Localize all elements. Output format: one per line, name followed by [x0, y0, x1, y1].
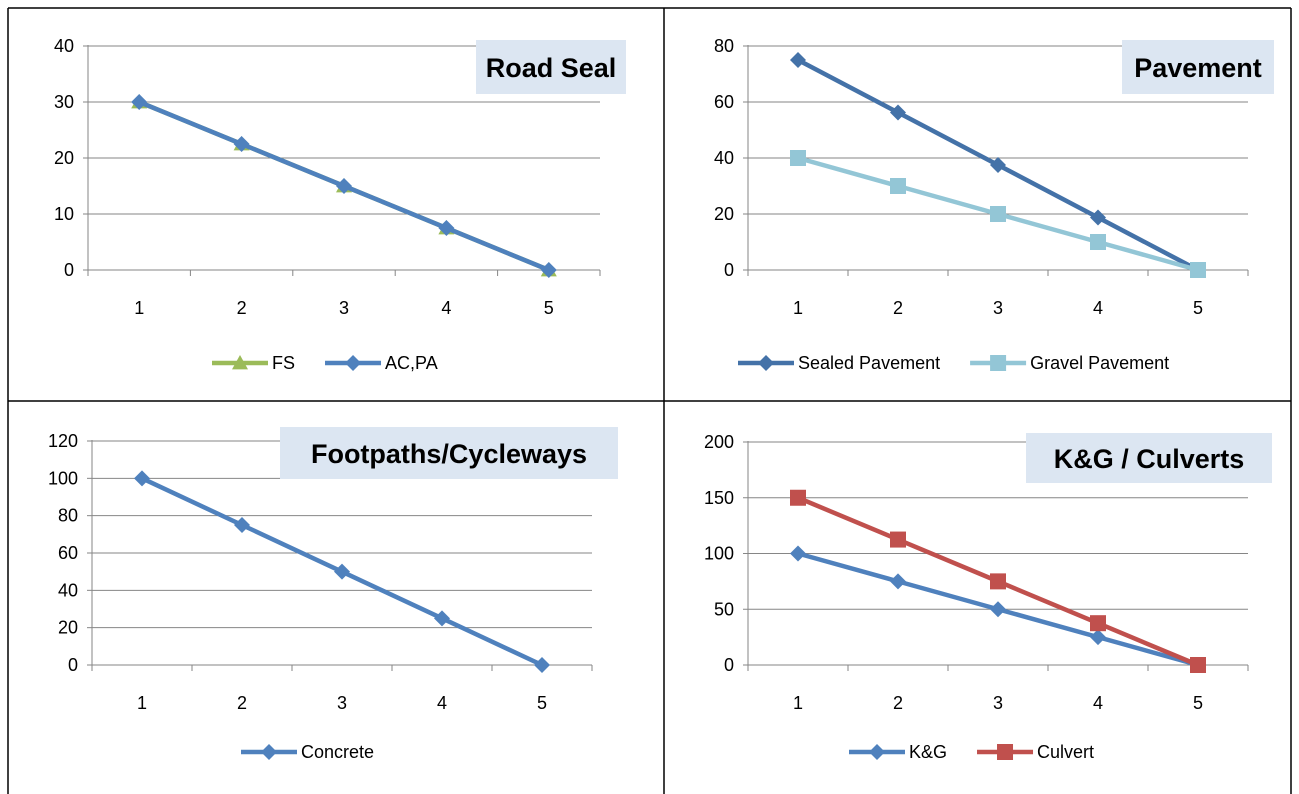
chart-title: K&G / Culverts [1054, 444, 1245, 474]
footpaths-cycleways-chart: 0 20 40 60 80 100 120 1 2 3 4 5 Footpaths/Cycleways C… [8, 401, 664, 794]
x-tick-label: 1 [793, 298, 803, 318]
x-tick-label: 3 [339, 298, 349, 318]
y-tick-label: 30 [54, 92, 74, 112]
y-tick-label: 80 [58, 506, 78, 526]
legend-label-gravel-pavement: Gravel Pavement [1030, 353, 1169, 373]
y-tick-label: 150 [704, 488, 734, 508]
data-point-gravel-pavement [890, 178, 906, 194]
y-tick-label: 0 [64, 260, 74, 280]
y-tick-label: 0 [68, 655, 78, 675]
x-tick-label: 3 [337, 693, 347, 713]
data-point-culvert [890, 531, 906, 548]
y-tick-label: 100 [704, 544, 734, 564]
y-tick-label: 40 [54, 36, 74, 56]
x-tick-label: 2 [893, 298, 903, 318]
legend-marker-ac-pa [345, 355, 362, 371]
x-tick-label: 5 [1193, 693, 1203, 713]
data-point-k-g [1090, 629, 1106, 646]
data-point-ac-pa [540, 262, 557, 278]
data-point-concrete [234, 517, 250, 533]
x-tick-label: 5 [1193, 298, 1203, 318]
y-tick-label: 40 [58, 580, 78, 600]
y-tick-label: 100 [48, 468, 78, 488]
chart-title: Footpaths/Cycleways [311, 439, 587, 469]
x-tick-label: 5 [544, 298, 554, 318]
data-point-gravel-pavement [1190, 262, 1206, 278]
x-tick-label: 2 [237, 298, 247, 318]
x-tick-label: 1 [134, 298, 144, 318]
legend-label-ac-pa: AC,PA [385, 353, 438, 373]
x-tick-label: 4 [1093, 693, 1103, 713]
legend-marker-culvert [997, 744, 1014, 760]
data-point-ac-pa [131, 94, 148, 110]
legend-marker-concrete [261, 744, 277, 760]
x-tick-label: 5 [537, 693, 547, 713]
x-tick-label: 1 [793, 693, 803, 713]
y-tick-label: 20 [714, 204, 734, 224]
y-tick-label: 200 [704, 432, 734, 452]
x-tick-label: 3 [993, 693, 1003, 713]
data-point-sealed-pavement [790, 52, 806, 68]
x-tick-label: 4 [1093, 298, 1103, 318]
legend-marker-gravel-pavement [990, 355, 1007, 371]
x-tick-label: 2 [893, 693, 903, 713]
data-point-concrete [534, 657, 550, 673]
x-tick-label: 4 [441, 298, 451, 318]
data-point-sealed-pavement [890, 104, 906, 121]
legend-label-fs: FS [272, 353, 295, 373]
chart-title: Pavement [1134, 53, 1262, 83]
y-tick-label: 20 [58, 618, 78, 638]
y-tick-label: 0 [724, 260, 734, 280]
x-tick-label: 2 [237, 693, 247, 713]
chart-title-box [1026, 433, 1272, 483]
data-point-concrete [334, 563, 350, 580]
y-tick-label: 60 [714, 92, 734, 112]
y-tick-label: 80 [714, 36, 734, 56]
legend-label-concrete: Concrete [301, 742, 374, 762]
legend-marker-sealed-pavement [758, 355, 774, 371]
data-point-k-g [890, 573, 906, 590]
data-point-culvert [990, 573, 1006, 590]
y-tick-label: 20 [54, 148, 74, 168]
legend-label-culvert: Culvert [1037, 742, 1094, 762]
data-point-gravel-pavement [990, 206, 1006, 222]
data-point-k-g [790, 545, 806, 562]
legend-label-k-g: K&G [909, 742, 947, 762]
chart-title: Road Seal [486, 53, 617, 83]
data-point-culvert [1090, 615, 1106, 632]
data-point-ac-pa [336, 178, 352, 194]
data-point-ac-pa [233, 136, 250, 152]
road-seal-chart: 0 10 20 30 40 1 2 3 4 5 Road Seal FS AC,PA [8, 8, 664, 401]
data-point-concrete [434, 610, 450, 627]
data-point-culvert [790, 489, 806, 506]
data-point-sealed-pavement [990, 157, 1006, 173]
y-tick-label: 0 [724, 655, 734, 675]
data-point-k-g [990, 601, 1006, 618]
legend-label-sealed-pavement: Sealed Pavement [798, 353, 940, 373]
chart-title-box [280, 427, 618, 479]
chart-title-box [476, 40, 626, 94]
data-point-sealed-pavement [1090, 209, 1106, 226]
x-tick-label: 1 [137, 693, 147, 713]
y-tick-label: 60 [58, 543, 78, 563]
x-tick-label: 4 [437, 693, 447, 713]
data-point-gravel-pavement [1090, 234, 1106, 250]
kg-culverts-chart: 0 50 100 150 200 1 2 3 4 5 K&G / Culverts K&G Culver… [664, 401, 1291, 794]
y-tick-label: 10 [54, 204, 74, 224]
x-tick-label: 3 [993, 298, 1003, 318]
data-point-gravel-pavement [790, 150, 806, 166]
y-tick-label: 120 [48, 431, 78, 451]
legend-marker-k-g [869, 744, 885, 760]
legend-marker-fs [232, 355, 248, 370]
data-point-concrete [134, 470, 150, 487]
y-tick-label: 40 [714, 148, 734, 168]
y-tick-label: 50 [714, 599, 734, 619]
chart-title-box [1122, 40, 1274, 94]
pavement-chart: 0 20 40 60 80 1 2 3 4 5 Pavement Sealed Pavement Gra… [664, 8, 1291, 401]
data-point-ac-pa [438, 220, 455, 236]
data-point-culvert [1190, 657, 1206, 673]
